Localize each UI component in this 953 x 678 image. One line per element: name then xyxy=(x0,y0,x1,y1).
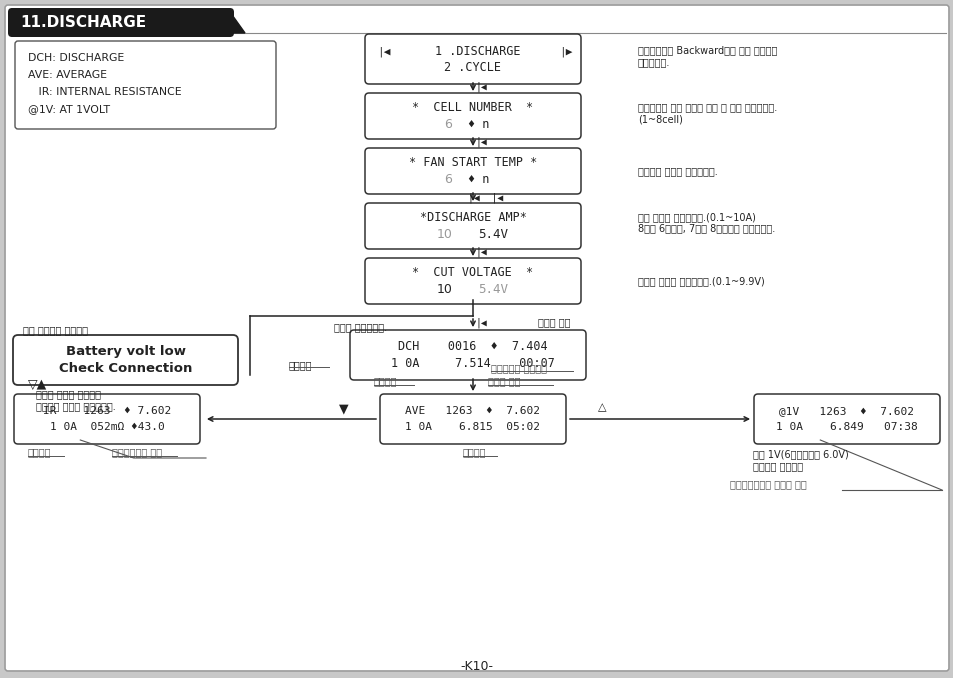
Text: 접게가 제대로 배터리에: 접게가 제대로 배터리에 xyxy=(36,389,101,399)
Text: -K10-: -K10- xyxy=(460,660,493,673)
Text: 5.4V: 5.4V xyxy=(477,228,507,241)
Text: 따까지의 평균전압: 따까지의 평균전압 xyxy=(752,461,802,471)
FancyBboxPatch shape xyxy=(15,41,275,129)
Text: @1V   1263  ♦  7.602: @1V 1263 ♦ 7.602 xyxy=(779,405,914,416)
FancyBboxPatch shape xyxy=(365,148,580,194)
Text: 현재의 전압: 현재의 전압 xyxy=(488,376,520,386)
Text: |◀: |◀ xyxy=(476,82,487,92)
FancyBboxPatch shape xyxy=(379,394,565,444)
Text: ▼: ▼ xyxy=(339,403,349,416)
Text: 현재까지의 평균전압: 현재까지의 평균전압 xyxy=(491,363,546,374)
Text: 10: 10 xyxy=(436,228,453,241)
Text: 방전용량: 방전용량 xyxy=(374,376,397,386)
Text: |◀: |◀ xyxy=(476,247,487,257)
Text: 1 .DISCHARGE: 1 .DISCHARGE xyxy=(435,45,520,58)
Text: 연결되어 있는지 확인하세요.: 연결되어 있는지 확인하세요. xyxy=(36,401,115,411)
Text: Check Connection: Check Connection xyxy=(59,362,192,376)
Text: |◀: |◀ xyxy=(376,46,390,57)
FancyBboxPatch shape xyxy=(365,258,580,304)
Text: 팩스타트 온도를 설정합니다.: 팩스타트 온도를 설정합니다. xyxy=(638,166,717,176)
Text: Battery volt low: Battery volt low xyxy=(66,346,185,359)
Text: DCH: DISCHARGE: DCH: DISCHARGE xyxy=(28,53,124,63)
Text: 아래 메세지가 나타나면: 아래 메세지가 나타나면 xyxy=(23,325,88,335)
FancyBboxPatch shape xyxy=(13,335,237,385)
FancyBboxPatch shape xyxy=(350,330,585,380)
Text: 내부저항: 내부저항 xyxy=(28,447,51,457)
Text: 6: 6 xyxy=(443,173,452,186)
Text: IR    1263  ♦ 7.602: IR 1263 ♦ 7.602 xyxy=(43,405,171,416)
Text: ♦ n: ♦ n xyxy=(468,173,489,186)
FancyBboxPatch shape xyxy=(5,5,948,671)
Text: AVE: AVERAGE: AVE: AVERAGE xyxy=(28,70,107,80)
Text: 1 0A    6.849   07:38: 1 0A 6.849 07:38 xyxy=(776,422,917,433)
Text: |▶: |▶ xyxy=(558,46,572,57)
Text: DCH    0016  ♦  7.404: DCH 0016 ♦ 7.404 xyxy=(397,340,547,353)
Text: *  CELL NUMBER  *: * CELL NUMBER * xyxy=(412,101,533,114)
Text: *  CUT VOLTAGE  *: * CUT VOLTAGE * xyxy=(412,266,533,279)
Text: ▽▲: ▽▲ xyxy=(28,378,48,391)
Text: △: △ xyxy=(598,402,605,412)
Text: (1~8cell): (1~8cell) xyxy=(638,114,682,124)
Text: 셀당 1V(6셀설정이면 6.0V): 셀당 1V(6셀설정이면 6.0V) xyxy=(752,449,848,459)
Text: 방전 전류를 설정합니다.(0.1~10A): 방전 전류를 설정합니다.(0.1~10A) xyxy=(638,212,755,222)
Text: 6: 6 xyxy=(443,118,452,131)
Text: 10: 10 xyxy=(436,283,453,296)
FancyBboxPatch shape xyxy=(14,394,200,444)
Text: ♦ n: ♦ n xyxy=(468,118,489,131)
Text: IR: INTERNAL RESISTANCE: IR: INTERNAL RESISTANCE xyxy=(28,87,181,97)
Text: 방전을 시작합니다.: 방전을 시작합니다. xyxy=(334,322,387,332)
Text: @1V: AT 1VOLT: @1V: AT 1VOLT xyxy=(28,104,110,114)
FancyBboxPatch shape xyxy=(365,203,580,249)
Polygon shape xyxy=(12,12,245,33)
FancyBboxPatch shape xyxy=(365,34,580,84)
Text: 방전전류: 방전전류 xyxy=(289,360,313,370)
Text: |◀: |◀ xyxy=(476,318,487,328)
Text: 1 0A     7.514    00:07: 1 0A 7.514 00:07 xyxy=(391,357,555,370)
Text: 현재의 전압: 현재의 전압 xyxy=(537,317,570,327)
Text: 5.4V: 5.4V xyxy=(477,283,507,296)
FancyBboxPatch shape xyxy=(365,93,580,139)
Text: |◀  |◀: |◀ |◀ xyxy=(468,193,503,203)
Text: *DISCHARGE AMP*: *DISCHARGE AMP* xyxy=(419,211,526,224)
Text: 1 0A    6.815  05:02: 1 0A 6.815 05:02 xyxy=(405,422,540,433)
Text: 컷오프 전압을 설정합니다.(0.1~9.9V): 컷오프 전압을 설정합니다.(0.1~9.9V) xyxy=(638,276,764,286)
Text: 방전종료시의 온도: 방전종료시의 온도 xyxy=(112,447,162,457)
Text: |◀: |◀ xyxy=(476,137,487,147)
FancyBboxPatch shape xyxy=(753,394,939,444)
Text: 에인메뉴에서 Backward키를 눠러 셋업으로: 에인메뉴에서 Backward키를 눠러 셋업으로 xyxy=(638,45,777,56)
Text: 방전하고자 하는 배터리 팩의 셀 수를 설정합니다.: 방전하고자 하는 배터리 팩의 셀 수를 설정합니다. xyxy=(638,102,777,113)
FancyBboxPatch shape xyxy=(8,8,233,37)
Text: * FAN START TEMP *: * FAN START TEMP * xyxy=(409,156,537,169)
Text: AVE   1263  ♦  7.602: AVE 1263 ♦ 7.602 xyxy=(405,405,540,416)
Text: 1 0A  052mΩ ♦43.0: 1 0A 052mΩ ♦43.0 xyxy=(50,422,164,433)
Text: 11.DISCHARGE: 11.DISCHARGE xyxy=(20,15,146,30)
Text: 들어갑니다.: 들어갑니다. xyxy=(638,58,670,67)
Text: 2 .CYCLE: 2 .CYCLE xyxy=(444,61,501,74)
Text: 평균전압: 평균전압 xyxy=(462,447,486,457)
Text: 방전종료까지의 경과된 시간: 방전종료까지의 경과된 시간 xyxy=(729,479,806,489)
Text: 8셀은 6앙페어, 7셀은 8앙페어로 제한됩니다.: 8셀은 6앙페어, 7셀은 8앙페어로 제한됩니다. xyxy=(638,223,775,233)
